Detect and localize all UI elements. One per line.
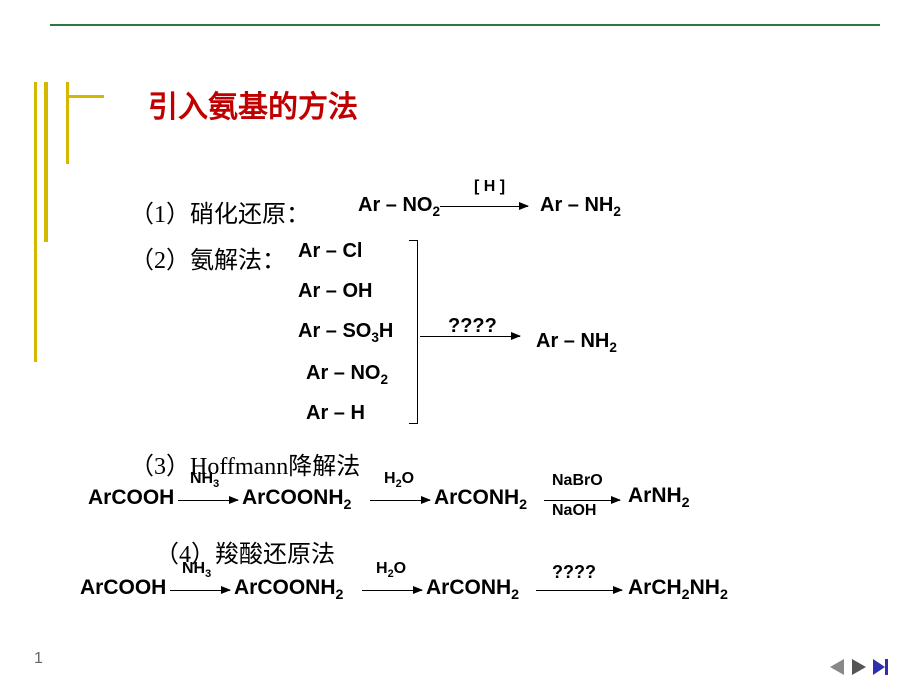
substrate-bracket [408, 240, 418, 424]
reaction-condition: H2O [384, 470, 414, 488]
page-title: 引入氨基的方法 [148, 82, 358, 126]
reaction-condition: H2O [376, 560, 406, 578]
next-icon [852, 659, 866, 675]
reaction-arrow [178, 500, 238, 501]
species: Ar – H [306, 402, 365, 425]
reaction-condition: NH3 [182, 560, 211, 578]
reaction-condition: NH3 [190, 470, 219, 488]
species: ArCOONH2 [242, 486, 351, 510]
species: Ar – NO2 [306, 362, 388, 385]
nav-next-button[interactable] [850, 658, 868, 676]
species: Ar – NH2 [540, 194, 621, 217]
accent-line [34, 82, 37, 362]
method-label: （2）氨解法： [130, 240, 286, 275]
species: Ar – Cl [298, 240, 362, 263]
reaction-condition: NaOH [552, 502, 596, 520]
species: ArNH2 [628, 484, 690, 508]
species: Ar – OH [298, 280, 372, 303]
method-label: （3）Hoffmann降解法 [130, 446, 360, 481]
nav-controls [828, 658, 890, 676]
species: ArCONH2 [434, 486, 527, 510]
method-label: （1）硝化还原： [130, 194, 310, 229]
reaction-condition: ???? [552, 562, 596, 583]
species: Ar – NH2 [536, 330, 617, 353]
species: ArCOOH [88, 486, 174, 510]
species: ArCONH2 [426, 576, 519, 600]
top-rule [50, 24, 880, 26]
reaction-condition: NaBrO [552, 472, 603, 490]
prev-icon [830, 659, 844, 675]
reaction-arrow [536, 590, 622, 591]
species: ArCOONH2 [234, 576, 343, 600]
reaction-condition: [ H ] [474, 178, 505, 196]
page-number: 1 [34, 650, 43, 668]
nav-end-button[interactable] [872, 658, 890, 676]
end-icon [873, 659, 889, 675]
reaction-arrow [362, 590, 422, 591]
reaction-arrow [420, 336, 520, 337]
reaction-arrow [170, 590, 230, 591]
accent-line [66, 95, 104, 98]
species: Ar – NO2 [358, 194, 440, 217]
accent-line [44, 82, 48, 242]
nav-prev-button[interactable] [828, 658, 846, 676]
reaction-arrow [544, 500, 620, 501]
species: ArCOOH [80, 576, 166, 600]
reaction-arrow [440, 206, 528, 207]
species: ArCH2NH2 [628, 576, 728, 600]
reaction-arrow [370, 500, 430, 501]
reaction-condition: ???? [448, 315, 497, 338]
species: Ar – SO3H [298, 320, 393, 343]
